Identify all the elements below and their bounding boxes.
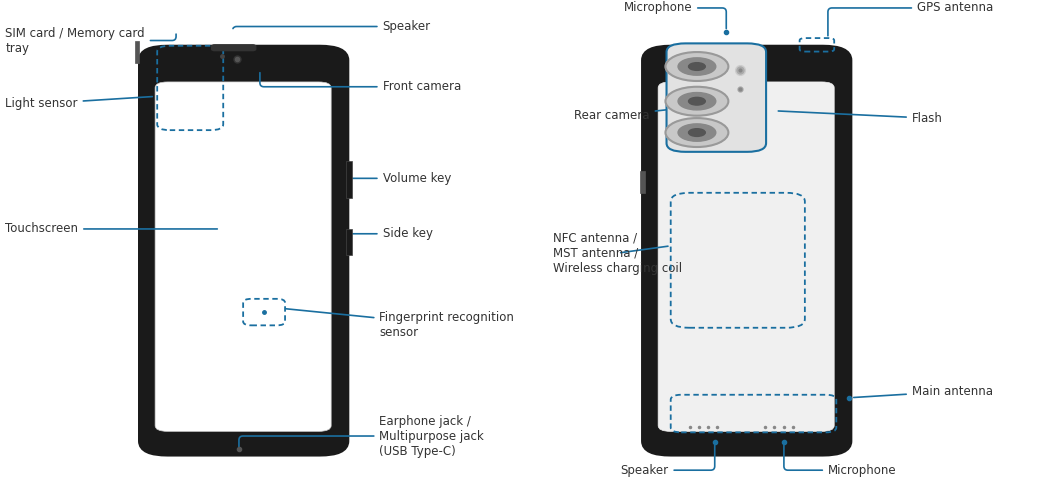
Circle shape — [665, 52, 728, 81]
FancyBboxPatch shape — [155, 82, 331, 431]
Text: GPS antenna: GPS antenna — [828, 1, 994, 36]
Text: SIM card / Memory card
tray: SIM card / Memory card tray — [5, 27, 176, 54]
Circle shape — [678, 58, 716, 75]
Circle shape — [678, 124, 716, 141]
Text: Volume key: Volume key — [352, 172, 451, 185]
Text: Microphone: Microphone — [784, 445, 896, 477]
Circle shape — [689, 97, 705, 105]
Bar — [135, 41, 139, 63]
Text: Earphone jack /
Multipurpose jack
(USB Type-C): Earphone jack / Multipurpose jack (USB T… — [239, 415, 484, 457]
Bar — [640, 171, 645, 193]
Text: Main antenna: Main antenna — [854, 385, 992, 398]
Text: Touchscreen: Touchscreen — [5, 223, 217, 235]
FancyBboxPatch shape — [141, 48, 346, 453]
Text: Speaker: Speaker — [233, 20, 431, 33]
Text: NFC antenna /
MST antenna /
Wireless charging coil: NFC antenna / MST antenna / Wireless cha… — [553, 231, 682, 275]
Circle shape — [665, 87, 728, 116]
Text: Fingerprint recognition
sensor: Fingerprint recognition sensor — [286, 309, 515, 339]
Text: Speaker: Speaker — [620, 445, 715, 477]
Circle shape — [665, 118, 728, 147]
Bar — [346, 161, 352, 198]
Text: Light sensor: Light sensor — [5, 96, 152, 110]
Text: Rear camera: Rear camera — [574, 109, 676, 122]
Bar — [346, 229, 352, 255]
FancyBboxPatch shape — [212, 45, 256, 51]
Text: Microphone: Microphone — [624, 1, 726, 28]
Text: Side key: Side key — [352, 228, 433, 240]
Circle shape — [678, 93, 716, 110]
FancyBboxPatch shape — [667, 43, 766, 152]
Circle shape — [689, 63, 705, 70]
Text: Front camera: Front camera — [260, 73, 461, 93]
FancyBboxPatch shape — [658, 82, 834, 431]
Circle shape — [689, 129, 705, 136]
FancyBboxPatch shape — [645, 48, 849, 453]
Text: Flash: Flash — [779, 111, 942, 124]
